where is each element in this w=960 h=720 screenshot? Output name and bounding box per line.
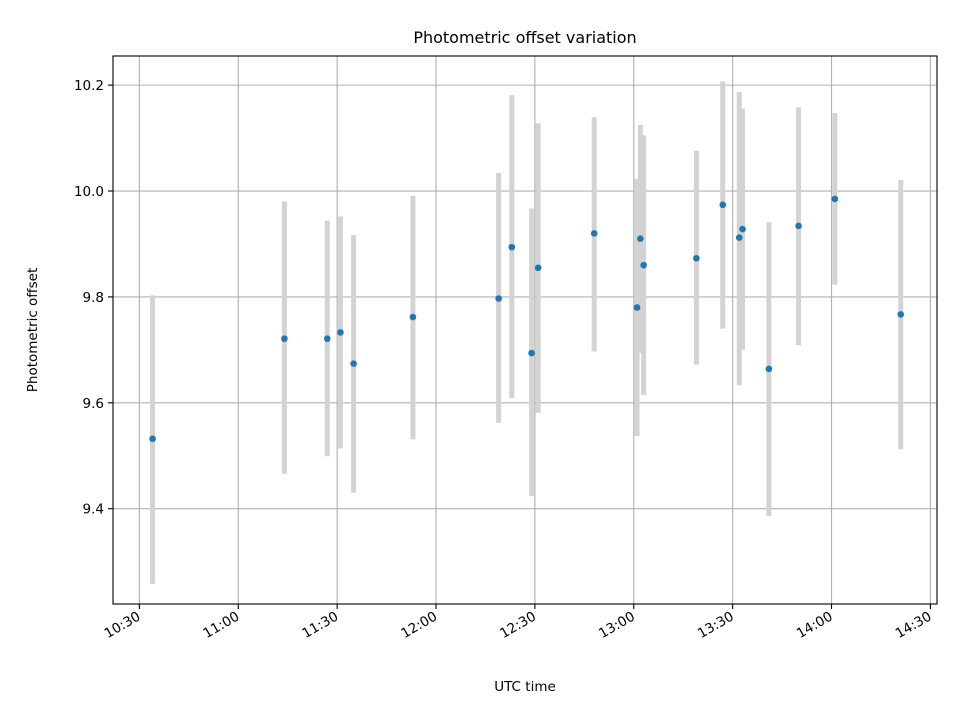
data-point: [735, 234, 743, 241]
chart-title: Photometric offset variation: [413, 28, 636, 47]
y-axis-ticks: 9.4 9.6 9.8 10.0 10.2: [74, 78, 113, 518]
data-point: [640, 261, 647, 269]
data-point: [765, 365, 773, 373]
y-tick-label: 10.0: [74, 184, 104, 200]
x-axis-ticks: 10:30 11:00 11:30 12:00 12:30 13:00 13:30 14:00…: [102, 604, 935, 642]
data-point: [897, 311, 905, 318]
data-point: [337, 329, 344, 336]
data-point: [637, 235, 644, 242]
x-tick-label: 10:30: [102, 609, 144, 642]
data-point: [350, 360, 357, 367]
plot-frame: [112, 55, 938, 605]
data-point: [795, 222, 802, 230]
data-point: [323, 335, 331, 343]
data-point: [693, 254, 700, 262]
x-tick-label: 14:30: [893, 609, 935, 642]
data-points: [149, 195, 905, 443]
data-point: [495, 295, 502, 302]
y-tick-label: 9.8: [83, 290, 104, 306]
data-point: [831, 195, 839, 203]
y-tick-label: 10.2: [74, 78, 104, 94]
x-tick-label: 11:30: [299, 609, 341, 642]
y-tick-label: 9.6: [83, 396, 104, 412]
data-point: [633, 304, 641, 311]
data-point: [149, 435, 156, 443]
x-tick-label: 13:30: [695, 609, 737, 642]
data-point: [719, 201, 727, 209]
x-tick-label: 11:00: [201, 609, 243, 642]
data-point: [281, 335, 288, 343]
y-axis-label: Photometric offset: [25, 268, 41, 392]
x-tick-label: 12:30: [497, 609, 539, 642]
y-tick-label: 9.4: [83, 502, 104, 518]
data-point: [590, 230, 598, 237]
x-axis-label: UTC time: [494, 679, 556, 695]
data-point: [534, 264, 542, 272]
data-point: [528, 349, 535, 357]
x-tick-label: 14:00: [794, 609, 836, 642]
data-point: [409, 313, 417, 321]
data-point: [739, 225, 746, 233]
data-point: [508, 243, 516, 251]
x-tick-label: 12:00: [398, 609, 440, 642]
x-tick-label: 13:00: [596, 609, 638, 642]
grid: [113, 56, 937, 604]
